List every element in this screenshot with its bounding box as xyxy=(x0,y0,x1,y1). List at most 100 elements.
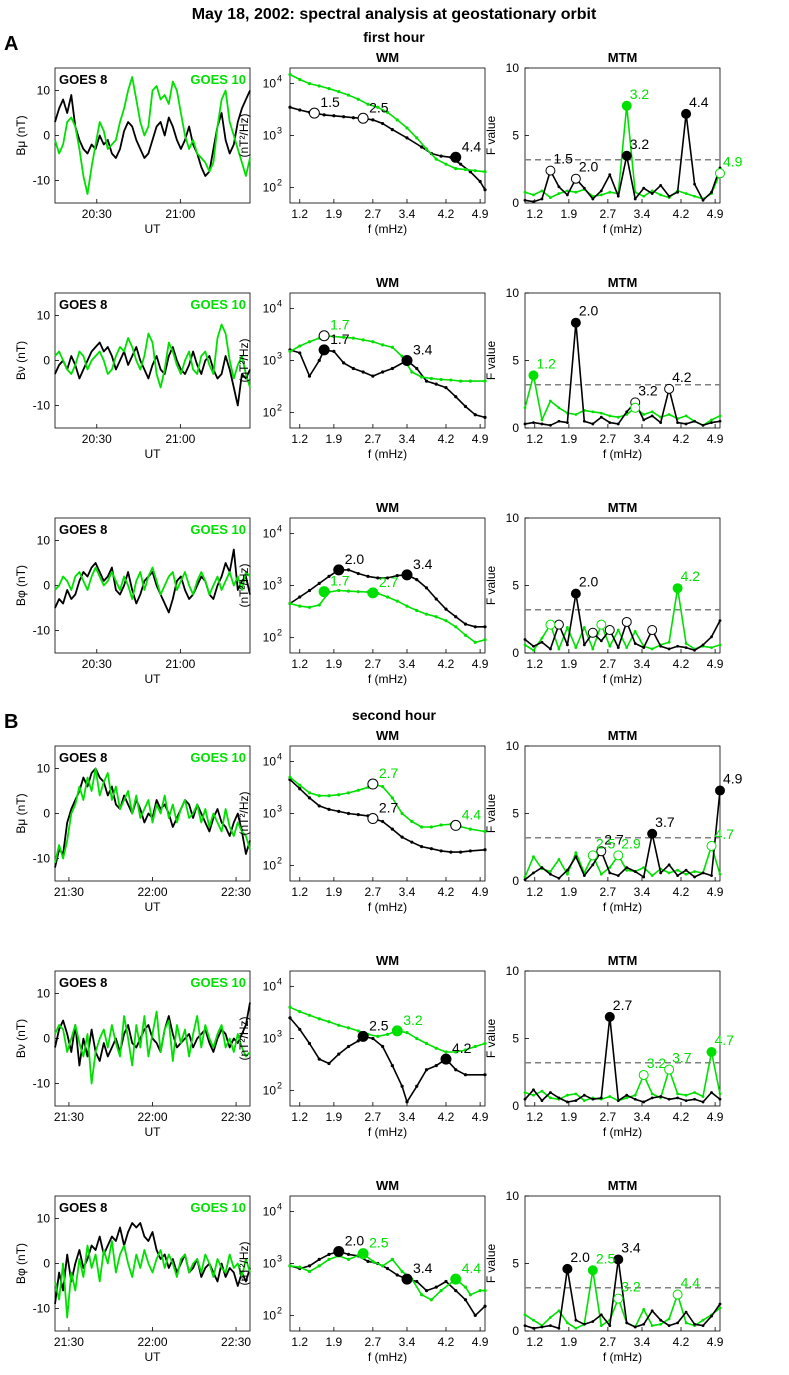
b-phi-mtm-point xyxy=(591,1320,595,1323)
a-mu-wm-xlabel: f (mHz) xyxy=(368,222,407,236)
panel-b-phi-time: 10 0 -10 21:30 22:00 22:30 UT Bφ (nT) GOES 8 GOES… xyxy=(14,1195,251,1364)
a-phi-wm-peak-label: 1.7 xyxy=(330,573,350,589)
a-phi-mtm-point xyxy=(693,648,696,652)
b-mu-mtm-xtick-label: 4.9 xyxy=(707,885,724,899)
b-nu-mtm-xtick-label: 4.2 xyxy=(673,1110,690,1124)
b-nu-time-legend-goes8: GOES 8 xyxy=(59,975,107,990)
a-mu-mtm-peak-label: 1.5 xyxy=(553,151,573,167)
a-phi-wm-point xyxy=(424,586,429,590)
section-a-subtitle: first hour xyxy=(363,29,425,45)
b-mu-mtm-peak-label: 4.9 xyxy=(723,771,743,787)
a-phi-mtm-point xyxy=(642,646,646,649)
a-phi-mtm-point xyxy=(532,644,535,648)
b-nu-mtm-series-goes10 xyxy=(524,1051,721,1102)
b-phi-time-ylabel: Bφ (nT) xyxy=(14,1243,28,1284)
b-mu-mtm-point xyxy=(633,870,637,873)
b-phi-mtm-title: MTM xyxy=(608,1178,638,1193)
a-phi-wm-ylabel: (nT²/Hz) xyxy=(237,564,251,608)
b-nu-mtm-peak-label: 3.2 xyxy=(647,1055,667,1071)
b-mu-wm-point xyxy=(307,796,312,800)
a-mu-time-xlabel: UT xyxy=(145,222,162,236)
b-phi-mtm-point xyxy=(574,1318,578,1322)
a-mu-mtm-point xyxy=(565,189,569,193)
b-mu-wm-ytick-label: 10 xyxy=(263,807,277,821)
a-phi-mtm-xlabel: f (mHz) xyxy=(603,672,642,686)
a-mu-mtm-point xyxy=(523,190,527,194)
b-nu-wm-xlabel: f (mHz) xyxy=(368,1125,407,1139)
a-phi-mtm-point xyxy=(710,635,713,639)
b-nu-mtm-point xyxy=(701,1095,705,1098)
b-nu-wm-point xyxy=(415,1036,419,1041)
b-nu-wm-point xyxy=(405,1100,409,1104)
a-phi-mtm-peak-marker xyxy=(587,627,598,638)
a-phi-wm-point xyxy=(454,615,458,619)
b-nu-mtm-point xyxy=(523,1097,527,1101)
a-nu-mtm-point xyxy=(650,410,654,414)
a-phi-wm-point xyxy=(395,599,399,603)
b-nu-wm-point xyxy=(405,1030,409,1035)
b-phi-mtm-point xyxy=(574,1326,578,1330)
a-phi-wm-ytick-exp: 3 xyxy=(277,576,282,586)
a-nu-mtm-point xyxy=(659,421,663,424)
a-mu-wm-point xyxy=(483,170,487,174)
b-nu-mtm-xtick-label: 1.2 xyxy=(526,1110,543,1124)
a-mu-wm-point xyxy=(371,118,375,122)
a-mu-mtm-peak-marker xyxy=(715,168,725,179)
a-mu-time-ytick-label: -10 xyxy=(33,174,51,188)
b-nu-mtm-point xyxy=(718,1097,722,1101)
a-phi-wm-point xyxy=(473,640,477,645)
b-phi-mtm-point xyxy=(540,1325,544,1329)
b-mu-wm-point xyxy=(390,827,394,831)
a-mu-mtm-xtick-label: 4.9 xyxy=(707,207,724,221)
a-nu-wm-xtick-label: 1.2 xyxy=(291,432,308,446)
a-nu-wm-xlabel: f (mHz) xyxy=(368,447,407,461)
b-nu-mtm-point xyxy=(574,1099,578,1102)
section-b-subtitle: second hour xyxy=(352,707,437,723)
a-phi-wm-point xyxy=(385,595,390,599)
a-phi-mtm-peak-label: 2.0 xyxy=(579,574,599,590)
a-nu-mtm-xtick-label: 2.7 xyxy=(600,432,617,446)
a-nu-time-series-goes8 xyxy=(54,341,251,407)
b-phi-wm-point xyxy=(429,1298,433,1302)
a-mu-mtm-point xyxy=(701,198,705,202)
a-mu-wm-point xyxy=(342,115,346,119)
b-phi-wm-point xyxy=(439,1289,443,1293)
b-nu-mtm-point xyxy=(565,1100,569,1104)
a-mu-mtm-point xyxy=(532,193,535,197)
b-mu-mtm-point xyxy=(616,874,620,877)
a-mu-time-ylabel: Bμ (nT) xyxy=(14,115,28,155)
b-mu-mtm-point xyxy=(549,870,552,873)
b-mu-mtm-peak-label: 3.7 xyxy=(655,814,675,830)
a-phi-wm-peak-label: 3.4 xyxy=(413,556,433,572)
a-phi-wm-ytick-label: 10 xyxy=(263,630,277,644)
a-phi-wm-point xyxy=(483,625,487,629)
a-phi-wm-point xyxy=(385,576,390,580)
b-phi-wm-xtick-label: 2.7 xyxy=(365,1335,382,1349)
a-phi-wm-point xyxy=(483,638,487,642)
a-nu-mtm-xtick-label: 4.2 xyxy=(673,432,690,446)
b-mu-mtm-title: MTM xyxy=(608,728,638,743)
a-phi-mtm-xtick-label: 4.9 xyxy=(707,657,724,671)
a-nu-wm-xtick-label: 1.9 xyxy=(326,432,343,446)
a-nu-wm-ytick-label: 10 xyxy=(263,405,277,419)
a-nu-mtm-point xyxy=(667,413,671,416)
a-mu-mtm-ytick-label: 10 xyxy=(506,61,520,75)
a-nu-time-xtick-label: 21:00 xyxy=(165,432,195,446)
b-mu-wm-xlabel: f (mHz) xyxy=(368,900,407,914)
a-nu-wm-point xyxy=(449,378,453,382)
a-nu-wm-series-goes10 xyxy=(289,334,485,382)
b-phi-time-xtick-label: 21:30 xyxy=(54,1335,84,1349)
a-nu-wm-ylabel: (nT²/Hz) xyxy=(237,339,251,383)
b-nu-mtm-xtick-label: 2.7 xyxy=(600,1110,617,1124)
a-nu-mtm-peak-label: 4.2 xyxy=(672,369,692,385)
a-nu-wm-point xyxy=(410,370,414,374)
a-phi-mtm-peak-marker xyxy=(647,625,658,636)
b-mu-wm-point xyxy=(459,850,463,854)
b-mu-mtm-xtick-label: 4.2 xyxy=(673,885,690,899)
b-nu-mtm-peak-marker xyxy=(664,1064,675,1075)
b-nu-time-legend-goes10: GOES 10 xyxy=(190,975,246,990)
b-nu-wm-point xyxy=(454,1050,458,1054)
b-nu-mtm-point xyxy=(582,1099,586,1102)
a-nu-time-ytick-label: -10 xyxy=(33,399,51,413)
